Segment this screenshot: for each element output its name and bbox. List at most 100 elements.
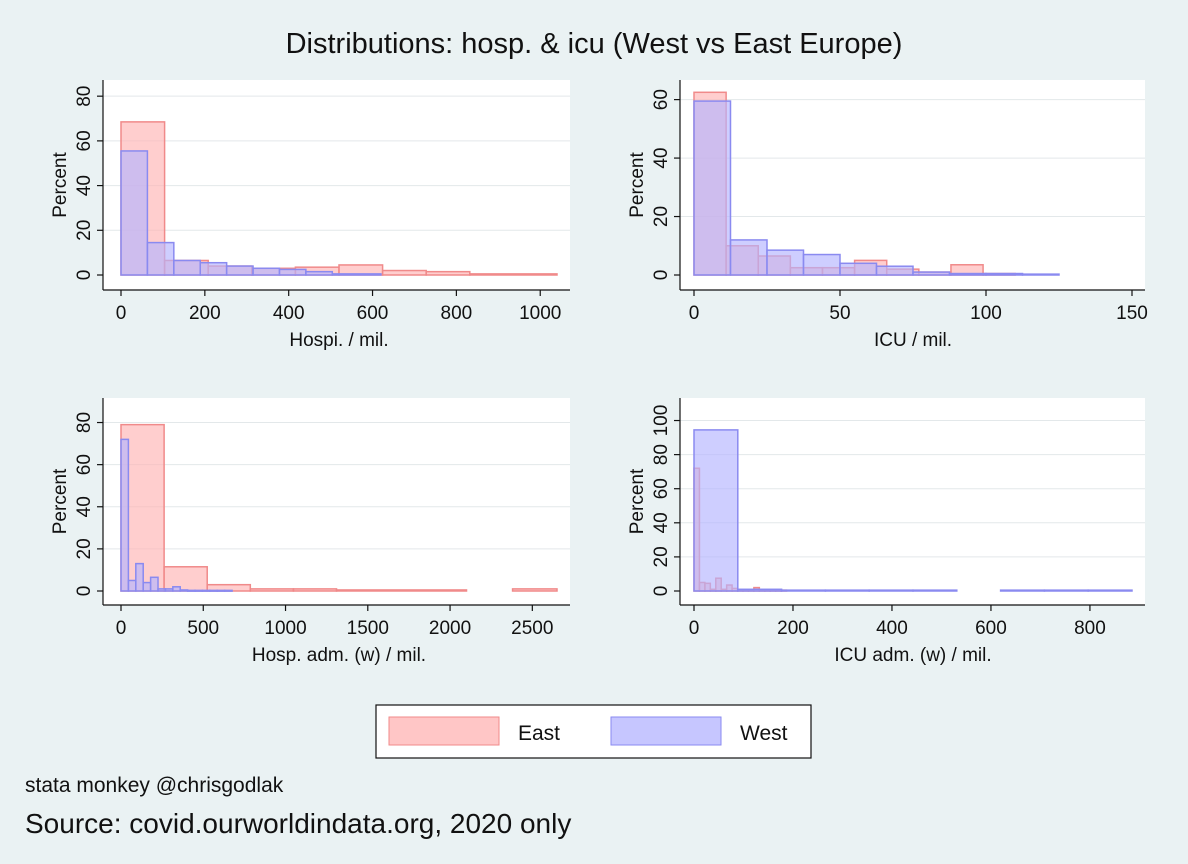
histogram-bar-west [824, 589, 870, 592]
y-tick-label: 80 [74, 86, 95, 107]
histogram-bar-east [469, 273, 558, 276]
histogram-bar-west [868, 589, 914, 592]
histogram-panel-4: 0 200 400 600 800 0 20 40 60 80 100 ICU adm. (w) / … [627, 398, 1145, 666]
x-tick-label: 200 [189, 303, 221, 324]
histogram-bar-west [693, 429, 739, 592]
histogram-bar-west [278, 268, 307, 276]
histogram-bar-west [186, 589, 196, 592]
histogram-bar-east [335, 589, 468, 592]
legend-swatch-east [388, 716, 500, 746]
histogram-bar-west [157, 588, 167, 592]
histogram-bar-west [201, 589, 211, 592]
y-tick-label: 40 [651, 148, 672, 169]
histogram-bar-west [252, 267, 281, 276]
y-tick-label: 0 [651, 586, 672, 597]
y-tick-label: 20 [74, 220, 95, 241]
histogram-panel-3: 0 500 1000 1500 2000 2500 0 20 40 60 80 Hosp. adm. … [50, 398, 570, 666]
histogram-bar-west [216, 589, 226, 592]
histogram-bar-west [135, 562, 144, 592]
y-axis-label: Percent [50, 468, 71, 534]
histogram-bar-west [149, 576, 159, 592]
y-tick-label: 20 [651, 206, 672, 227]
histogram-bar-west [120, 438, 130, 592]
histogram-bar-west [1087, 589, 1133, 592]
histogram-bar-west [223, 589, 233, 592]
histogram-bar-east [249, 588, 295, 592]
y-tick-label: 20 [74, 538, 95, 559]
histogram-bar-west [331, 273, 382, 276]
histogram-bar-west [1021, 273, 1060, 276]
y-tick-label: 60 [651, 478, 672, 499]
figure-title: Distributions: hosp. & icu (West vs East… [286, 28, 903, 60]
histogram-bar-east [292, 588, 338, 592]
x-tick-label: 1500 [347, 618, 389, 639]
y-tick-label: 20 [651, 546, 672, 567]
x-tick-label: 2500 [511, 618, 553, 639]
x-tick-label: 800 [1074, 618, 1106, 639]
y-tick-label: 60 [74, 454, 95, 475]
author-note: stata monkey @chrisgodlak [25, 774, 284, 797]
y-tick-label: 40 [651, 512, 672, 533]
x-tick-label: 50 [829, 303, 850, 324]
histogram-bar-west [737, 588, 783, 592]
y-tick-label: 60 [651, 89, 672, 110]
histogram-bar-west [802, 253, 841, 276]
x-tick-label: 0 [116, 618, 127, 639]
x-axis-label: Hospi. / mil. [289, 330, 388, 351]
y-tick-label: 0 [74, 270, 95, 281]
x-tick-label: 200 [777, 618, 809, 639]
histogram-bar-west [120, 150, 149, 276]
histogram-bar-west [179, 589, 189, 592]
histogram-bar-west [146, 241, 175, 276]
x-tick-label: 500 [187, 618, 219, 639]
histogram-bar-west [173, 259, 201, 276]
histogram-panel-1: 0 200 400 600 800 1000 0 20 40 60 80 Hospi. / mil. P… [50, 80, 570, 351]
legend: East West [375, 704, 812, 759]
histogram-bar-west [305, 270, 334, 276]
histogram-bar-west [194, 589, 204, 592]
x-tick-label: 1000 [264, 618, 306, 639]
y-tick-label: 100 [651, 405, 672, 437]
y-tick-label: 0 [74, 586, 95, 597]
x-tick-label: 0 [689, 303, 700, 324]
histogram-bar-west [199, 261, 228, 276]
x-tick-label: 100 [970, 303, 1002, 324]
histogram-bar-west [948, 272, 987, 276]
y-tick-label: 60 [74, 130, 95, 151]
y-axis-label: Percent [50, 152, 71, 218]
legend-swatch-west [610, 716, 722, 746]
histogram-bar-east [381, 269, 427, 276]
histogram-bar-west [912, 271, 951, 276]
histogram-bar-west [164, 588, 174, 592]
histogram-bar-west [729, 239, 768, 276]
histogram-bar-west [999, 589, 1046, 592]
y-tick-label: 80 [651, 444, 672, 465]
x-tick-label: 1000 [519, 303, 561, 324]
x-tick-label: 0 [689, 618, 700, 639]
histogram-bar-west [766, 249, 805, 276]
histogram-bar-west [142, 581, 152, 592]
histogram-bar-west [839, 262, 878, 276]
histogram-bar-west [172, 586, 181, 592]
histogram-bar-west [693, 100, 732, 276]
histogram-bar-east [163, 566, 208, 592]
histogram-bar-east [511, 588, 558, 592]
histogram-bar-west [127, 579, 137, 592]
plot-area [680, 398, 1145, 605]
histogram-bar-west [875, 265, 914, 276]
plot-area [103, 80, 570, 290]
legend-label-west: West [740, 722, 788, 745]
histogram-panel-2: 0 50 100 150 0 20 40 60 ICU / mil. Percent [627, 80, 1148, 351]
y-tick-label: 0 [651, 270, 672, 281]
x-tick-label: 800 [441, 303, 473, 324]
histogram-bar-west [985, 272, 1024, 276]
legend-label-east: East [518, 722, 560, 745]
x-axis-label: Hosp. adm. (w) / mil. [252, 645, 426, 666]
histogram-bar-west [209, 589, 218, 592]
histogram-bar-west [780, 589, 827, 592]
x-tick-label: 600 [357, 303, 389, 324]
x-tick-label: 400 [273, 303, 305, 324]
x-axis-label: ICU / mil. [874, 330, 952, 351]
